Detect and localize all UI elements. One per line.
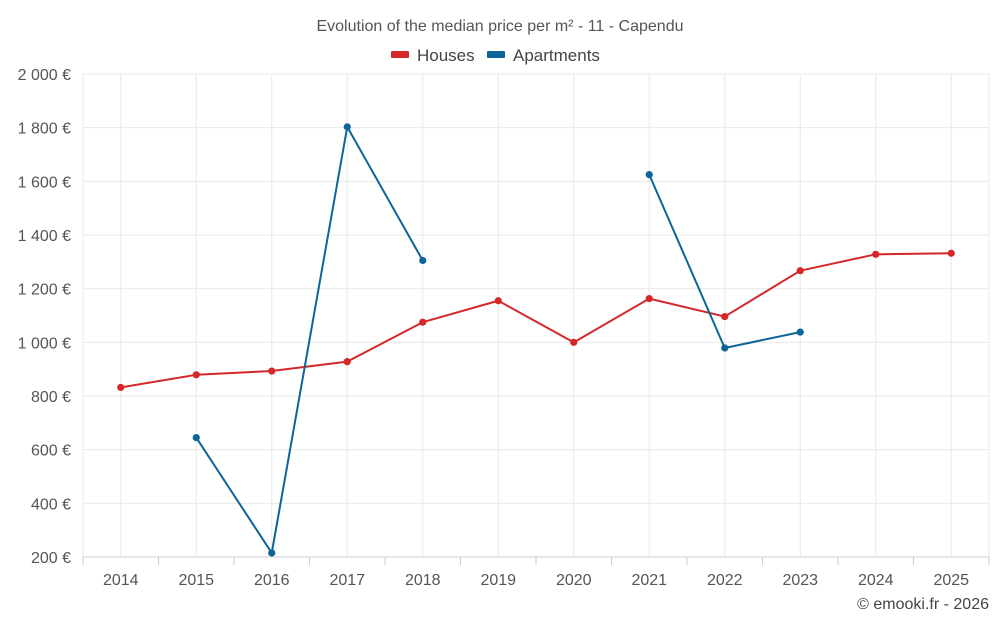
y-tick-label: 1 400 €	[18, 228, 71, 245]
data-point-houses-2016[interactable]	[268, 367, 276, 375]
series-apartments	[192, 123, 804, 557]
data-point-apartments-2021[interactable]	[645, 171, 653, 179]
data-point-houses-2023[interactable]	[796, 267, 804, 275]
data-point-houses-2024[interactable]	[872, 250, 880, 258]
data-point-houses-2015[interactable]	[192, 371, 200, 379]
y-tick-label: 1 800 €	[18, 121, 71, 138]
x-tick-label: 2015	[178, 572, 214, 589]
gridlines	[82, 73, 990, 558]
y-tick-label: 200 €	[31, 550, 71, 567]
y-tick-label: 2 000 €	[18, 67, 71, 84]
series-line-apartments	[195, 125, 424, 554]
x-tick-label: 2025	[933, 572, 969, 589]
x-tick-label: 2018	[405, 572, 441, 589]
data-point-apartments-2016[interactable]	[268, 549, 276, 557]
y-tick-label: 1 000 €	[18, 335, 71, 352]
legend-label-houses: Houses	[417, 46, 475, 65]
x-tick-label: 2024	[858, 572, 894, 589]
data-point-apartments-2018[interactable]	[419, 256, 427, 265]
data-point-houses-2017[interactable]	[343, 358, 351, 366]
legend-swatch-apartments	[487, 51, 505, 58]
data-point-houses-2014[interactable]	[117, 383, 125, 392]
data-point-apartments-2022[interactable]	[721, 344, 729, 352]
x-tick-label: 2016	[254, 572, 290, 589]
series-houses	[117, 249, 955, 392]
y-tick-label: 1 200 €	[18, 282, 71, 299]
data-point-apartments-2017[interactable]	[343, 123, 351, 131]
legend: Houses Apartments	[391, 46, 600, 65]
series	[117, 123, 955, 557]
y-tick-label: 400 €	[31, 496, 71, 513]
legend-swatch-houses	[391, 51, 409, 58]
data-point-houses-2018[interactable]	[419, 318, 427, 326]
series-line-houses	[120, 252, 952, 389]
x-tick-label: 2017	[329, 572, 365, 589]
y-tick-label: 600 €	[31, 443, 71, 460]
legend-label-apartments: Apartments	[513, 46, 600, 65]
y-axis: 200 € 400 € 600 € 800 € 1 000 € 1 200 € 1 400 …	[18, 67, 71, 567]
x-tick-label: 2014	[103, 572, 139, 589]
y-tick-label: 800 €	[31, 389, 71, 406]
x-tick-label: 2023	[782, 572, 818, 589]
chart-title: Evolution of the median price per m² - 1…	[316, 18, 683, 35]
x-tick-label: 2021	[631, 572, 667, 589]
data-point-apartments-2023[interactable]	[796, 328, 804, 336]
x-tick-label: 2020	[556, 572, 592, 589]
legend-item-apartments[interactable]: Apartments	[487, 46, 600, 65]
data-point-houses-2021[interactable]	[645, 294, 653, 303]
data-point-houses-2019[interactable]	[494, 297, 502, 305]
data-point-apartments-2015[interactable]	[192, 433, 200, 442]
legend-item-houses[interactable]: Houses	[391, 46, 475, 65]
x-tick-label: 2022	[707, 572, 743, 589]
y-tick-label: 1 600 €	[18, 174, 71, 191]
chart-credit: © emooki.fr - 2026	[857, 596, 989, 613]
data-point-houses-2022[interactable]	[721, 312, 729, 321]
data-point-houses-2020[interactable]	[570, 338, 578, 346]
x-axis: 2014 2015 2016 2017 2018 2019 2020 2021 2022 2023…	[82, 556, 990, 589]
data-point-houses-2025[interactable]	[947, 249, 955, 257]
x-tick-label: 2019	[480, 572, 516, 589]
